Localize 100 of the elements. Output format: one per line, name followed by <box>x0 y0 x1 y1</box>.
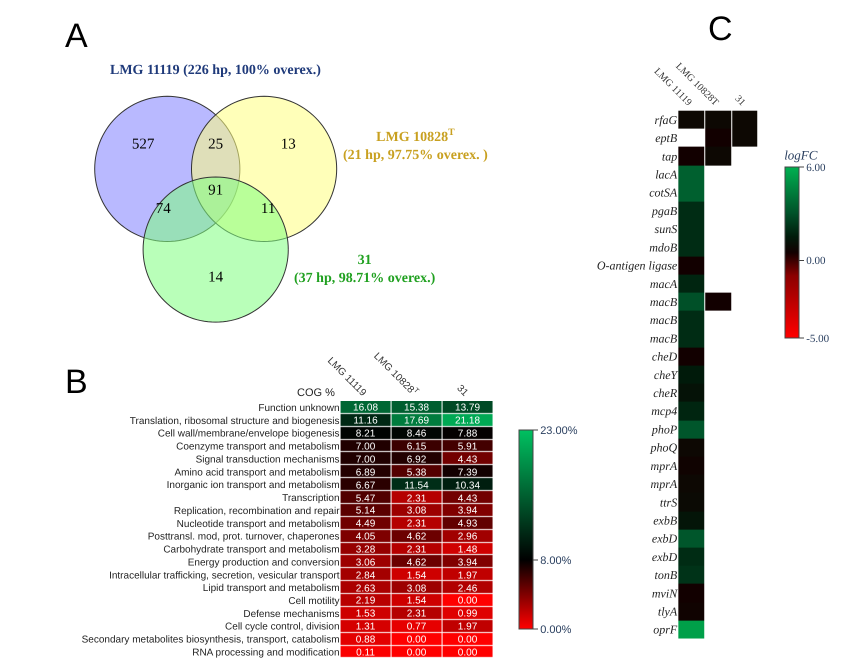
chart-title: C <box>708 10 733 48</box>
y-tick-label: macB <box>650 313 678 328</box>
data-label: 4.49 <box>356 518 376 530</box>
y-tick-label: Cell wall/membrane/envelope biogenesis <box>158 428 340 440</box>
data-label: 1.97 <box>458 570 478 582</box>
data-label: 6.67 <box>356 480 376 492</box>
y-tick-label: mcp4 <box>651 404 678 418</box>
y-tick-label: mprA <box>650 477 678 492</box>
data-label: 0.11 <box>356 648 376 658</box>
data-label: 2.84 <box>356 570 376 582</box>
y-tick-label: exbD <box>652 532 678 546</box>
data-label: 1.31 <box>356 622 376 632</box>
text: LMG 11119 (226 hp, 100% overex.) <box>110 63 322 78</box>
y-tick-label: exbB <box>653 513 678 528</box>
data-label: 3.08 <box>406 506 427 516</box>
data-label: 1.53 <box>356 608 376 620</box>
data-label: 5.47 <box>356 494 376 504</box>
data-label: 3.94 <box>458 558 478 568</box>
data-label: 2.19 <box>356 596 376 606</box>
y-tick-label: macA <box>650 276 678 291</box>
data-label: 8.46 <box>406 428 427 440</box>
y-tick-label: Coenzyme transport and metabolism <box>176 442 340 453</box>
data-label: 6.89 <box>356 468 376 478</box>
data-label: 3.28 <box>356 544 376 556</box>
color-bar-label: 0.00% <box>540 624 572 636</box>
color-bar-label: 6.00 <box>806 162 826 174</box>
data-label: 0.99 <box>458 608 478 620</box>
data-label: 7.00 <box>356 454 376 466</box>
y-tick-label: Energy production and conversion <box>188 557 340 568</box>
data-label: 0.00 <box>458 648 478 658</box>
data-label: 1.48 <box>458 544 478 556</box>
y-tick-label: tonB <box>654 568 678 582</box>
y-tick-label: mdoB <box>649 240 678 254</box>
data-label: 7.88 <box>458 428 478 440</box>
data-label: 2.31 <box>406 494 427 504</box>
data-label: 0.77 <box>406 622 427 632</box>
y-tick-label: macB <box>650 331 678 346</box>
data-label: 4.05 <box>356 532 376 542</box>
y-tick-label: rfaG <box>654 112 678 127</box>
y-tick-label: Defense mechanisms <box>243 608 340 620</box>
data-label: 4.62 <box>406 532 427 542</box>
data-label: 7.00 <box>356 442 376 452</box>
text: 11 <box>260 200 276 217</box>
data-label: 0.00 <box>458 634 478 646</box>
data-label: 21.18 <box>455 416 480 426</box>
y-tick-label: Intracellular trafficking, secretion, vesicular transport <box>109 570 340 582</box>
y-tick-label: lacA <box>655 168 678 182</box>
color-bar-title: logFC <box>784 147 818 162</box>
data-label: 13.79 <box>455 402 480 414</box>
data-label: 6.15 <box>406 442 427 452</box>
data-label: 2.46 <box>458 584 478 594</box>
text: 74 <box>156 200 172 217</box>
y-tick-label: exbD <box>652 550 678 564</box>
y-tick-label: O-antigen ligase <box>596 258 678 273</box>
data-label: 1.97 <box>458 622 478 632</box>
text: 13 <box>280 136 296 152</box>
data-label: 1.54 <box>406 596 427 606</box>
data-label: 4.62 <box>406 558 427 568</box>
y-tick-label: Translation, ribosomal structure and biogenesis <box>130 416 340 427</box>
data-label: 0.00 <box>406 634 427 646</box>
data-label: 11.54 <box>404 480 430 492</box>
y-tick-label: RNA processing and modification <box>192 647 340 658</box>
y-tick-label: cheD <box>652 350 678 364</box>
y-tick-label: Cell motility <box>288 596 340 607</box>
data-label: 3.94 <box>458 506 478 516</box>
data-label: 0.00 <box>406 648 427 658</box>
data-label: 6.92 <box>406 454 427 466</box>
y-tick-label: macB <box>650 294 678 309</box>
y-axis-title: COG % <box>297 387 336 399</box>
data-label: 2.31 <box>406 544 427 556</box>
data-label: 2.31 <box>406 518 427 530</box>
data-label: 2.96 <box>458 532 478 542</box>
y-tick-label: Cell cycle control, division <box>225 622 340 633</box>
y-tick-label: tap <box>662 149 678 164</box>
y-tick-label: phoQ <box>650 440 678 455</box>
color-bar-label: 23.00% <box>540 425 578 438</box>
y-tick-label: Nucleotide transport and metabolism <box>176 518 340 530</box>
data-label: 0.00 <box>458 596 478 606</box>
x-tick-label: 31 <box>454 383 470 399</box>
color-bar-label: 0.00 <box>806 255 826 268</box>
color-bar-label: -5.00 <box>806 332 830 345</box>
y-tick-label: Carbohydrate transport and metabolism <box>163 544 340 556</box>
data-label: 3.06 <box>356 558 376 568</box>
text: 527 <box>132 136 155 152</box>
x-tick-label: 31 <box>732 93 748 108</box>
y-tick-label: Transcription <box>282 493 340 504</box>
data-label: 1.54 <box>406 570 427 582</box>
data-label: 17.69 <box>404 416 430 426</box>
y-tick-label: mviN <box>652 586 678 600</box>
data-label: 0.88 <box>356 634 376 646</box>
y-tick-label: Inorganic ion transport and metabolism <box>166 480 340 492</box>
text: LMG 10828$^{T}$ (21 hp, 97.75% overex. ) <box>343 127 488 164</box>
data-label: 4.43 <box>458 494 478 504</box>
data-label: 2.63 <box>356 584 376 594</box>
y-tick-label: eptB <box>655 131 678 146</box>
y-tick-label: cotSA <box>649 186 678 200</box>
y-tick-label: Secondary metabolites biosynthesis, transport, catabolism <box>82 634 340 646</box>
color-bar-label: 8.00% <box>540 554 572 567</box>
data-label: 2.31 <box>406 608 427 620</box>
data-label: 8.21 <box>356 428 376 440</box>
